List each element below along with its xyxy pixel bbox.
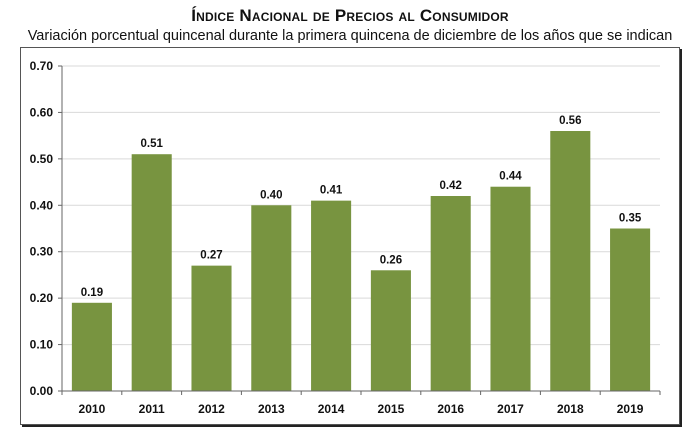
x-axis-ticks: 2010 2011 2012 2013 2014 2015 2016 2017 2018 2019 (79, 402, 644, 416)
bar-2018 (550, 131, 591, 391)
data-label-2013: 0.40 (260, 189, 282, 201)
bar-2016 (430, 196, 471, 391)
y-tick-label: 0.30 (30, 245, 54, 259)
bar-2011 (131, 154, 172, 391)
bar-2013 (251, 205, 292, 391)
x-tick-label: 2016 (437, 402, 464, 416)
data-label-2015: 0.26 (380, 254, 402, 266)
bar-2017 (490, 186, 531, 391)
y-tick-label: 0.40 (30, 198, 54, 212)
x-tick-label: 2011 (139, 402, 165, 416)
axes (58, 65, 661, 395)
data-label-2014: 0.41 (320, 185, 343, 197)
bar-2012 (191, 265, 232, 391)
y-axis-ticks: 0.00 0.10 0.20 0.30 0.40 0.50 0.60 0.70 (30, 59, 54, 398)
x-tick-label: 2017 (497, 402, 524, 416)
y-tick-label: 0.70 (30, 59, 54, 73)
bars (71, 131, 651, 391)
x-tick-label: 2015 (378, 402, 405, 416)
data-label-2010: 0.19 (81, 287, 103, 299)
x-tick-label: 2013 (258, 402, 285, 416)
chart-title: Índice Nacional de Precios al Consumidor (191, 6, 509, 25)
x-tick-label: 2010 (79, 402, 106, 416)
data-label-2018: 0.56 (559, 115, 581, 127)
bar-2010 (71, 302, 112, 391)
data-label-2012: 0.27 (200, 250, 222, 262)
chart-subtitle: Variación porcentual quincenal durante l… (27, 28, 673, 44)
y-tick-label: 0.10 (30, 338, 54, 352)
x-tick-label: 2014 (318, 402, 345, 416)
data-label-2016: 0.42 (440, 180, 462, 192)
data-label-2019: 0.35 (619, 213, 642, 225)
bar-2015 (370, 270, 411, 391)
y-tick-label: 0.60 (30, 105, 54, 119)
bar-2019 (610, 228, 651, 391)
data-label-2017: 0.44 (499, 171, 522, 183)
x-tick-label: 2019 (617, 402, 644, 416)
x-tick-label: 2012 (198, 402, 225, 416)
y-tick-label: 0.00 (30, 384, 54, 398)
x-tick-label: 2018 (557, 402, 584, 416)
bar-2014 (311, 200, 352, 391)
y-tick-label: 0.20 (30, 291, 54, 305)
data-label-2011: 0.51 (141, 138, 164, 150)
data-labels: 0.19 0.51 0.27 0.40 0.41 0.26 0.42 0.44 0.56 0.35 (81, 115, 642, 299)
y-tick-label: 0.50 (30, 152, 54, 166)
